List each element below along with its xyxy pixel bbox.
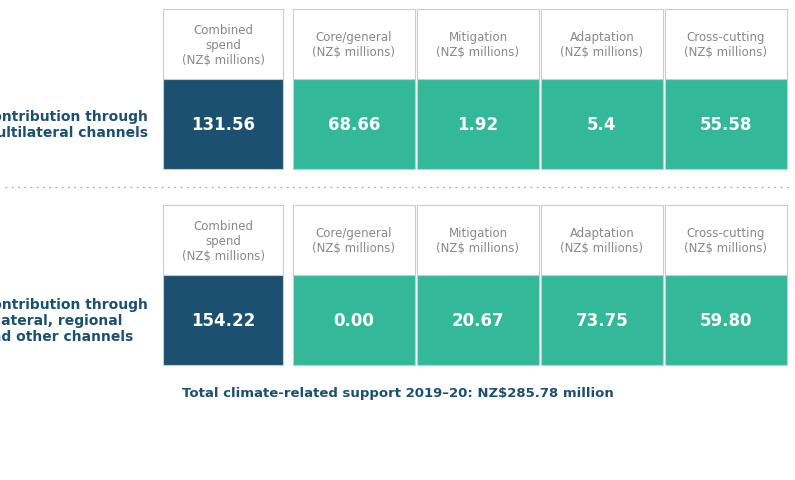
Text: 0.00: 0.00 [334,312,374,329]
Text: 68.66: 68.66 [328,116,380,134]
Bar [665,276,787,365]
Bar [417,205,539,276]
Bar [163,10,283,80]
Bar [417,10,539,80]
Text: Total climate-related support 2019–20: NZ$285.78 million: Total climate-related support 2019–20: N… [181,387,614,400]
Bar [417,276,539,365]
Bar [541,10,663,80]
Bar [541,205,663,276]
Bar [665,205,787,276]
Text: 20.67: 20.67 [452,312,504,329]
Text: 1.92: 1.92 [457,116,498,134]
Bar [293,276,415,365]
Text: Core/general
(NZ$ millions): Core/general (NZ$ millions) [312,227,395,254]
Text: 55.58: 55.58 [700,116,752,134]
Bar [293,10,415,80]
Text: 59.80: 59.80 [700,312,752,329]
Text: Contribution through
bilateral, regional
and other channels: Contribution through bilateral, regional… [0,297,148,344]
Bar [665,80,787,169]
Text: 131.56: 131.56 [191,116,255,134]
Text: Mitigation
(NZ$ millions): Mitigation (NZ$ millions) [436,227,519,254]
Text: Adaptation
(NZ$ millions): Adaptation (NZ$ millions) [560,227,643,254]
Bar [665,10,787,80]
Text: Contribution through
multilateral channels: Contribution through multilateral channe… [0,109,148,140]
Text: Cross-cutting
(NZ$ millions): Cross-cutting (NZ$ millions) [684,227,767,254]
Text: Core/general
(NZ$ millions): Core/general (NZ$ millions) [312,31,395,59]
Text: Combined
spend
(NZ$ millions): Combined spend (NZ$ millions) [181,24,265,66]
Text: Combined
spend
(NZ$ millions): Combined spend (NZ$ millions) [181,219,265,262]
Bar [541,276,663,365]
Text: 73.75: 73.75 [576,312,628,329]
Bar [163,205,283,276]
Text: 154.22: 154.22 [191,312,255,329]
Text: 5.4: 5.4 [588,116,617,134]
Text: Cross-cutting
(NZ$ millions): Cross-cutting (NZ$ millions) [684,31,767,59]
Text: Mitigation
(NZ$ millions): Mitigation (NZ$ millions) [436,31,519,59]
Bar [541,80,663,169]
Bar [163,276,283,365]
Bar [163,80,283,169]
Bar [293,205,415,276]
Bar [417,80,539,169]
Text: Adaptation
(NZ$ millions): Adaptation (NZ$ millions) [560,31,643,59]
Bar [293,80,415,169]
